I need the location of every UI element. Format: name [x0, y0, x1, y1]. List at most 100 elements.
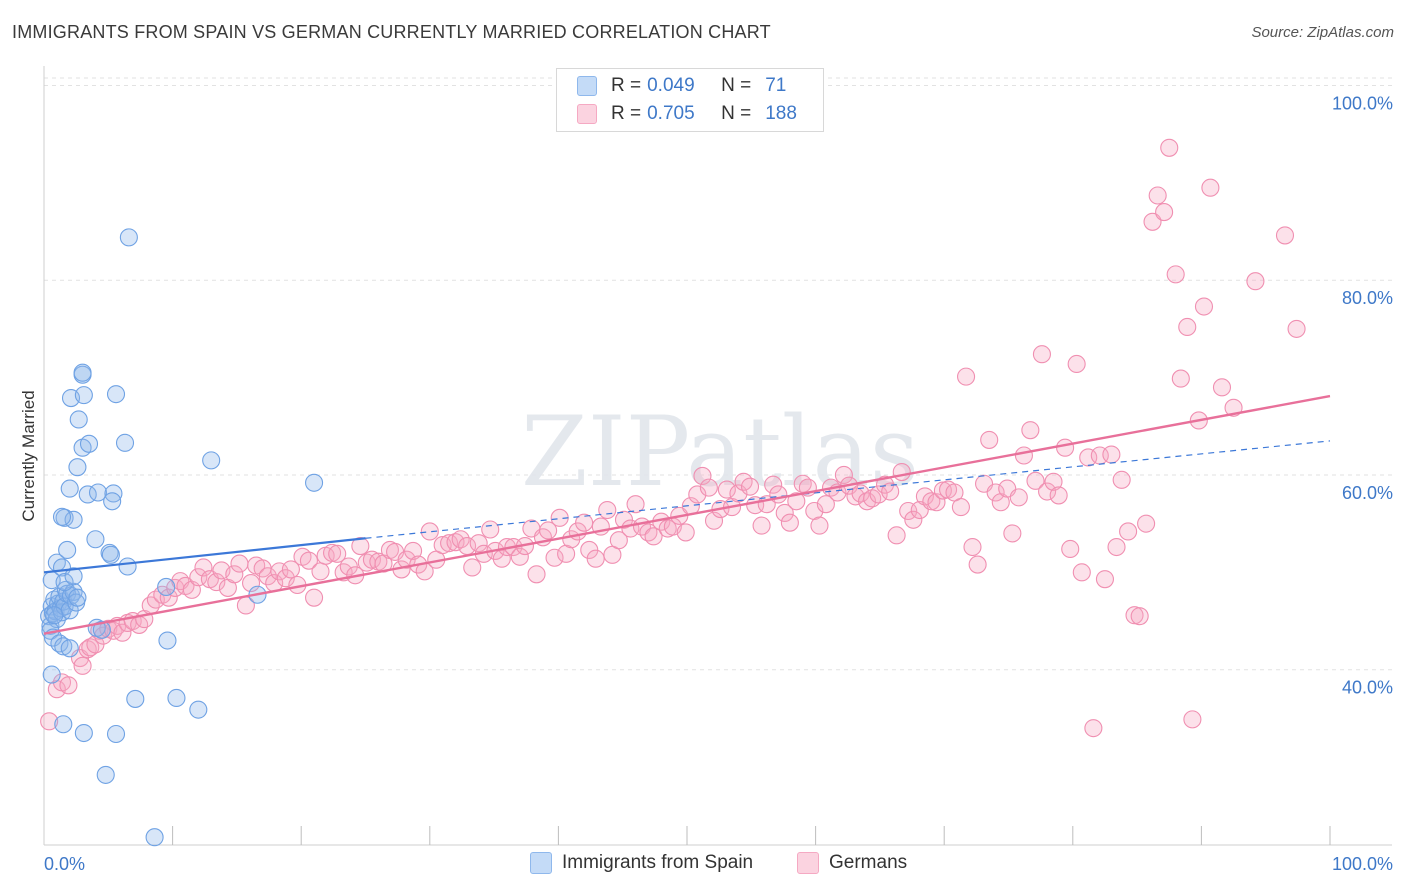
data-point-germans: [1130, 607, 1149, 626]
data-point-germans: [688, 485, 707, 504]
data-point-germans: [881, 482, 900, 501]
data-point-germans: [311, 562, 330, 581]
data-point-spain: [55, 573, 74, 592]
data-point-germans: [1061, 539, 1080, 559]
data-point-germans: [481, 520, 500, 539]
data-point-spain: [106, 724, 126, 744]
data-point-germans: [752, 516, 771, 535]
data-point-spain: [158, 631, 177, 650]
data-point-germans: [693, 466, 712, 485]
data-point-germans: [1014, 446, 1033, 465]
data-point-germans: [1201, 178, 1220, 197]
data-point-spain: [58, 540, 77, 560]
data-point-spain: [119, 228, 138, 247]
data-point-germans: [539, 521, 558, 540]
data-point-germans: [951, 498, 970, 517]
data-point-germans: [1056, 438, 1075, 457]
data-point-germans: [1026, 471, 1045, 490]
stats-legend: R = 0.049 N = 71 R = 0.705 N = 188: [556, 68, 824, 132]
data-point-spain: [54, 637, 73, 656]
data-point-germans: [463, 558, 482, 577]
data-point-germans: [644, 527, 663, 546]
tick-labels: 100.0% 80.0% 60.0% 40.0% 0.0% 100.0%: [44, 93, 1393, 874]
data-point-spain: [60, 479, 79, 498]
data-point-germans: [1155, 203, 1174, 222]
data-point-germans: [1137, 514, 1156, 533]
data-point-spain: [52, 507, 72, 526]
data-point-germans: [241, 574, 261, 593]
data-point-germans: [545, 548, 564, 567]
data-point-spain: [45, 606, 64, 625]
legend-n-label: N =: [721, 103, 752, 124]
data-point-germans: [717, 480, 736, 499]
data-point-germans: [699, 478, 718, 497]
data-point-germans: [729, 484, 748, 503]
data-point-germans: [225, 565, 244, 584]
series-spain: [40, 228, 324, 847]
data-point-germans: [73, 656, 92, 675]
data-point-germans: [1287, 319, 1306, 338]
data-point-germans: [1160, 138, 1179, 157]
y-tick-label: 100.0%: [1332, 93, 1393, 113]
data-point-germans: [1079, 448, 1098, 467]
data-point-germans: [980, 430, 999, 449]
data-point-germans: [810, 516, 829, 535]
legend-item-spain: Immigrants from Spain: [530, 852, 753, 874]
data-point-germans: [1143, 212, 1162, 231]
trend-lines: [43, 394, 1331, 635]
data-point-germans: [816, 495, 835, 514]
data-point-germans: [1194, 297, 1214, 316]
data-point-germans: [1084, 719, 1103, 738]
data-point-spain: [54, 715, 73, 734]
y-axis-label: Currently Married: [19, 390, 38, 521]
y-tick-label: 40.0%: [1342, 678, 1393, 698]
data-point-germans: [276, 569, 295, 588]
data-point-germans: [575, 513, 594, 532]
data-point-spain: [104, 484, 123, 503]
data-point-germans: [598, 500, 617, 520]
data-point-germans: [305, 588, 324, 607]
data-point-spain: [74, 386, 93, 405]
legend-swatch-spain: [530, 852, 552, 874]
legend-r-label: R =: [611, 103, 642, 124]
data-point-germans: [404, 541, 423, 560]
data-point-germans: [904, 510, 923, 529]
data-point-germans: [764, 475, 783, 494]
data-point-spain: [106, 385, 126, 404]
data-point-germans: [281, 560, 300, 579]
data-point-germans: [586, 549, 605, 568]
data-point-germans: [527, 565, 546, 584]
legend-swatch-germans: [577, 104, 597, 124]
data-point-germans: [1183, 710, 1202, 729]
data-point-germans: [230, 554, 249, 573]
data-point-spain: [103, 492, 122, 511]
data-point-germans: [1275, 226, 1295, 245]
data-point-germans: [857, 492, 877, 511]
data-point-spain: [96, 765, 115, 784]
legend-n-value-germans: 188: [765, 103, 797, 124]
data-point-spain: [64, 567, 83, 586]
legend-n-value-spain: 71: [765, 75, 787, 96]
data-point-germans: [207, 573, 226, 592]
legend-label-spain: Immigrants from Spain: [562, 852, 754, 873]
data-point-germans: [780, 513, 799, 532]
data-point-germans: [1171, 369, 1190, 388]
y-tick-label: 60.0%: [1342, 483, 1393, 503]
x-tick-label: 100.0%: [1332, 854, 1393, 874]
data-point-germans: [299, 551, 318, 570]
data-point-spain: [74, 723, 93, 743]
data-point-germans: [1003, 524, 1022, 543]
legend-r-value-spain: 0.049: [647, 75, 695, 96]
data-point-germans: [510, 547, 529, 566]
legend-swatch-spain: [577, 76, 597, 96]
data-point-spain: [88, 483, 108, 502]
data-point-germans: [1038, 482, 1057, 501]
data-point-spain: [101, 545, 120, 564]
series-legend: Immigrants from Spain Germans: [0, 852, 1406, 878]
data-point-spain: [126, 689, 145, 708]
data-point-germans: [968, 555, 987, 574]
data-point-germans: [1009, 488, 1028, 507]
data-point-spain: [92, 620, 111, 639]
data-point-germans: [1125, 606, 1144, 625]
data-point-spain: [305, 473, 324, 492]
